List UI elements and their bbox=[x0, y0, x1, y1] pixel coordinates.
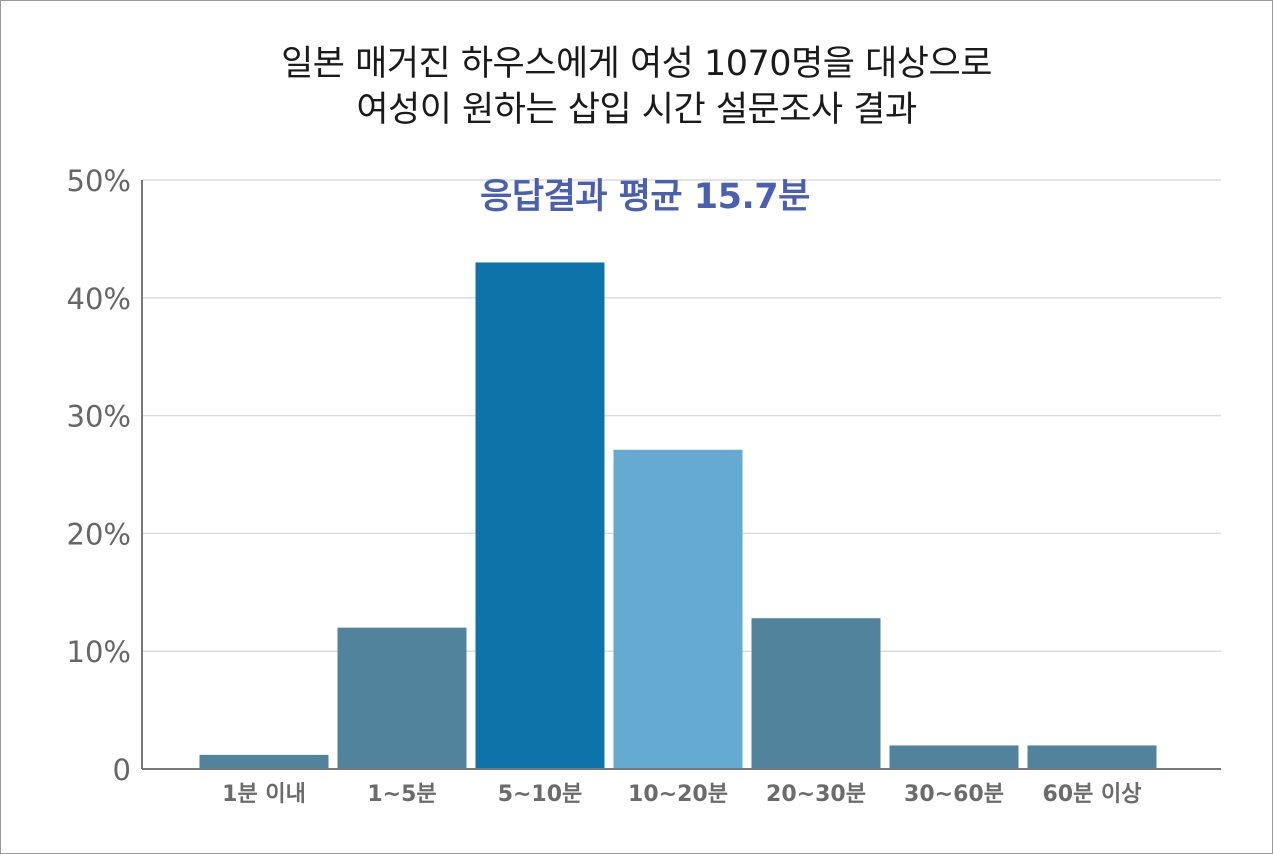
chart-title-line-1: 일본 매거진 하우스에게 여성 1070명을 대상으로 bbox=[281, 44, 992, 84]
y-tick-label-2: 20% bbox=[67, 517, 131, 551]
bar-2 bbox=[475, 262, 605, 769]
bar-0 bbox=[199, 754, 329, 769]
chart-subtitle: 응답결과 평균 15.7분 bbox=[480, 177, 810, 217]
x-tick-label-4: 20~30분 bbox=[766, 782, 866, 807]
y-tick-labels: 0 10% 20% 30% 40% 50% bbox=[67, 164, 131, 787]
bar-5 bbox=[889, 745, 1019, 769]
x-tick-label-3: 10~20분 bbox=[628, 782, 728, 807]
y-tick-label-3: 30% bbox=[67, 400, 131, 434]
x-tick-label-1: 1~5분 bbox=[367, 782, 436, 807]
axes bbox=[141, 180, 1221, 770]
bar-1 bbox=[337, 627, 467, 769]
x-tick-label-2: 5~10분 bbox=[498, 782, 583, 807]
x-tick-label-0: 1분 이내 bbox=[222, 782, 306, 807]
x-tick-labels: 1분 이내 1~5분 5~10분 10~20분 20~30분 30~60분 60분 이상 bbox=[222, 782, 1141, 807]
bar-4 bbox=[751, 618, 881, 769]
y-tick-label-5: 50% bbox=[67, 164, 131, 198]
bar-6 bbox=[1027, 745, 1157, 769]
bar-3 bbox=[613, 449, 743, 769]
y-tick-label-4: 40% bbox=[67, 282, 131, 316]
x-tick-label-5: 30~60분 bbox=[904, 782, 1004, 807]
x-tick-label-6: 60분 이상 bbox=[1043, 782, 1142, 807]
chart-title-line-2: 여성이 원하는 삽입 시간 설문조사 결과 bbox=[356, 90, 917, 130]
y-tick-label-0: 0 bbox=[113, 753, 131, 787]
bars bbox=[199, 262, 1157, 769]
y-tick-label-1: 10% bbox=[67, 635, 131, 669]
